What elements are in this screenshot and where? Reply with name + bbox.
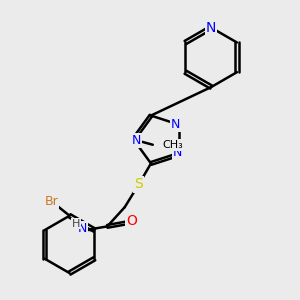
Text: N: N — [171, 118, 180, 130]
Text: H: H — [72, 219, 80, 229]
Text: N: N — [78, 222, 88, 235]
Text: N: N — [132, 134, 141, 147]
Text: Br: Br — [44, 195, 58, 208]
Text: S: S — [134, 177, 143, 191]
Text: CH₃: CH₃ — [162, 140, 183, 150]
Text: O: O — [126, 214, 137, 228]
Text: N: N — [173, 146, 182, 159]
Text: N: N — [206, 21, 216, 34]
